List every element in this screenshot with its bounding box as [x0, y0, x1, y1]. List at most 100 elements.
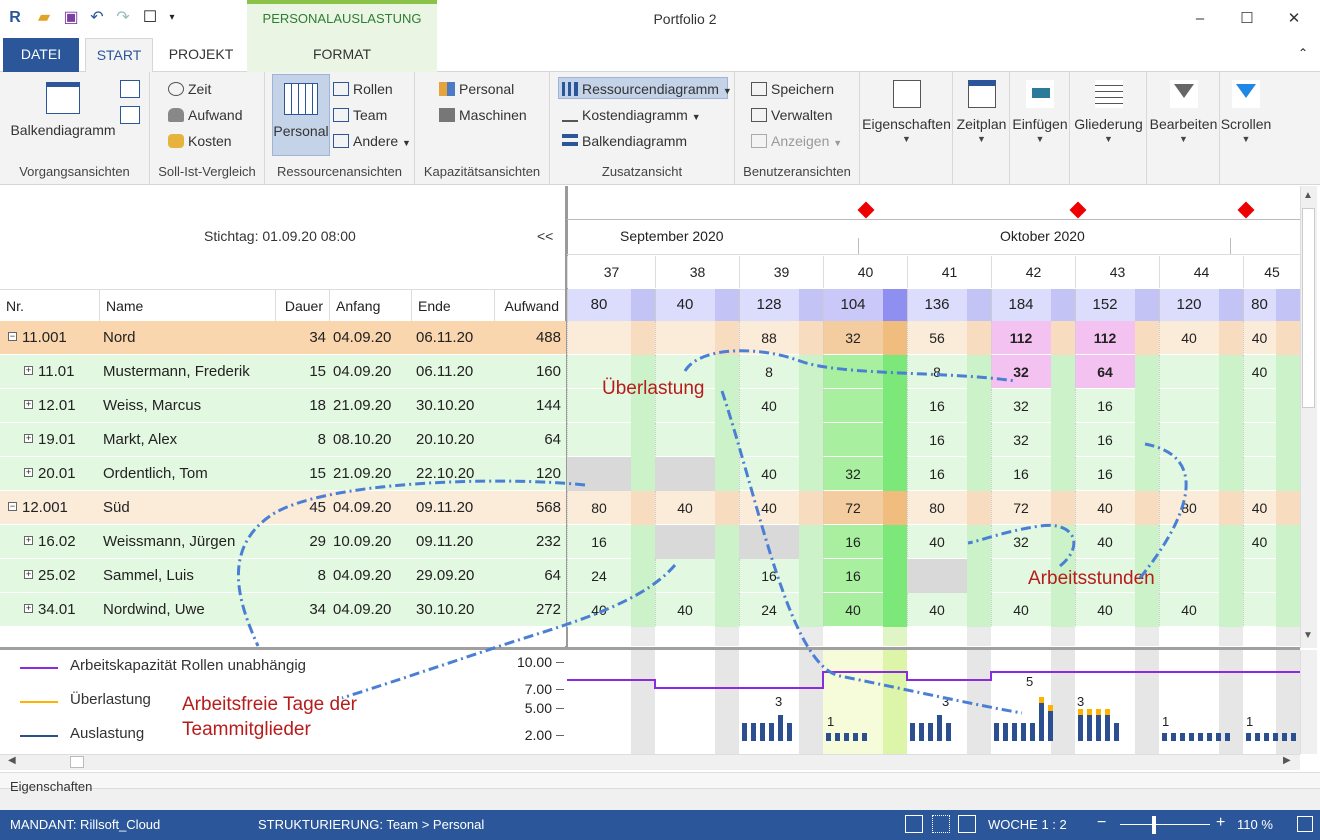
- undo-icon[interactable]: ↶: [90, 9, 104, 26]
- expand-toggle-icon[interactable]: +: [24, 433, 33, 443]
- zeit-button[interactable]: Zeit: [168, 78, 211, 100]
- scroll-thumb[interactable]: [1302, 208, 1315, 408]
- view-small-icon-2[interactable]: [120, 106, 140, 124]
- expand-toggle-icon[interactable]: +: [24, 603, 33, 613]
- zeitplan-button[interactable]: Zeitplan ▼: [953, 80, 1010, 144]
- zoom-out-button[interactable]: −: [1097, 814, 1107, 831]
- chart-scrollbar[interactable]: [1300, 650, 1317, 754]
- expand-toggle-icon[interactable]: +: [24, 535, 33, 545]
- weekend-cell: [715, 321, 739, 355]
- layout-icon-3[interactable]: [958, 815, 976, 833]
- chart-weekend-band: [1276, 650, 1300, 754]
- properties-bar: Eigenschaften: [0, 772, 1320, 810]
- outline-icon: [1094, 80, 1123, 108]
- time-value: 40: [929, 534, 945, 550]
- anzeigen-button[interactable]: Anzeigen ▼: [751, 130, 842, 152]
- scroll-left-icon[interactable]: ◀: [8, 755, 16, 766]
- collapse-button[interactable]: <<: [537, 228, 554, 244]
- zoom-slider-thumb[interactable]: [1152, 816, 1156, 834]
- kostendiagramm-button[interactable]: Kostendiagramm ▼: [562, 104, 701, 126]
- rollen-button[interactable]: Rollen: [333, 78, 393, 100]
- milestone-marker-1: [1069, 201, 1087, 219]
- scroll-down-icon[interactable]: ▼: [1303, 630, 1313, 641]
- expand-toggle-icon[interactable]: +: [24, 365, 33, 375]
- row-nr: 11.001: [22, 329, 67, 346]
- tab-format[interactable]: FORMAT: [247, 38, 437, 72]
- row-name: Nord: [103, 329, 136, 346]
- time-value: 40: [1251, 534, 1268, 550]
- line-chart-icon: [562, 108, 578, 122]
- table-row[interactable]: [0, 321, 566, 355]
- time-value: 40: [1097, 602, 1113, 618]
- table-row[interactable]: [0, 423, 566, 457]
- usage-bar: [751, 723, 756, 741]
- collapse-ribbon-icon[interactable]: ⌃: [1298, 46, 1309, 60]
- tab-start[interactable]: START: [85, 38, 153, 73]
- ressourcendiagramm-button[interactable]: Ressourcendiagramm ▼: [558, 77, 732, 99]
- time-value: 16: [929, 398, 945, 414]
- expand-toggle-icon[interactable]: +: [24, 399, 33, 409]
- balkendiagramm-button[interactable]: Balkendiagramm: [8, 82, 118, 138]
- col-dauer-header[interactable]: Dauer: [276, 289, 330, 321]
- kap-personal-button[interactable]: Personal: [439, 78, 514, 100]
- totals-weekend: [799, 289, 823, 321]
- save-icon[interactable]: ▣: [63, 9, 79, 26]
- table-row[interactable]: [0, 355, 566, 389]
- minimize-button[interactable]: –: [1195, 10, 1205, 27]
- col-aufwand-header[interactable]: Aufwand: [495, 289, 566, 321]
- zoom-slider-track[interactable]: [1120, 824, 1210, 825]
- col-anfang-header[interactable]: Anfang: [330, 289, 412, 321]
- collapse-toggle-icon[interactable]: −: [8, 501, 17, 511]
- status-bar: MANDANT: Rillsoft_Cloud STRUKTURIERUNG: …: [0, 810, 1320, 840]
- close-button[interactable]: ✕: [1287, 10, 1301, 27]
- redo-icon[interactable]: ↷: [116, 9, 130, 26]
- verwalten-button[interactable]: Verwalten: [751, 104, 832, 126]
- layout-icon-2[interactable]: [932, 815, 950, 833]
- maximize-button[interactable]: ☐: [1240, 10, 1254, 27]
- window-icon[interactable]: ☐: [142, 9, 158, 26]
- scrollen-button[interactable]: Scrollen ▼: [1220, 80, 1272, 144]
- scroll-up-icon[interactable]: ▲: [1303, 190, 1313, 201]
- row-anfang: 04.09.20: [333, 329, 392, 346]
- expand-toggle-icon[interactable]: +: [24, 569, 33, 579]
- tab-datei[interactable]: DATEI: [3, 38, 79, 72]
- maschinen-button[interactable]: Maschinen: [439, 104, 527, 126]
- chart-weekend-band: [1051, 650, 1075, 754]
- gliederung-button[interactable]: Gliederung ▼: [1070, 80, 1147, 144]
- window-title: Portfolio 2: [653, 11, 717, 27]
- maschinen-label: Maschinen: [459, 107, 527, 123]
- weekend-cell: [1219, 389, 1243, 423]
- tab-projekt[interactable]: PROJEKT: [168, 46, 234, 62]
- h-scroll-thumb[interactable]: [70, 756, 84, 768]
- speichern-button[interactable]: Speichern: [751, 78, 834, 100]
- qa-dropdown-icon[interactable]: ▾: [169, 12, 175, 23]
- zoom-in-button[interactable]: +: [1216, 814, 1226, 831]
- grid-splitter[interactable]: [565, 186, 568, 648]
- eigenschaften-button[interactable]: Eigenschaften ▼: [860, 80, 953, 144]
- row-ende: 06.11.20: [416, 329, 474, 346]
- usage-bar: [928, 723, 933, 741]
- open-icon[interactable]: ▰: [37, 9, 51, 26]
- zusatz-balkendiagramm-button[interactable]: Balkendiagramm: [562, 130, 687, 152]
- layout-icon-1[interactable]: [905, 815, 923, 833]
- status-corner-icon[interactable]: [1297, 816, 1313, 832]
- horizontal-scrollbar[interactable]: [0, 754, 1300, 770]
- bearbeiten-button[interactable]: Bearbeiten ▼: [1147, 80, 1220, 144]
- aufwand-button[interactable]: Aufwand: [168, 104, 242, 126]
- y-tick: [556, 708, 564, 709]
- table-row[interactable]: [0, 389, 566, 423]
- col-name-header[interactable]: Name: [100, 289, 276, 321]
- col-nr-header[interactable]: Nr.: [0, 289, 100, 321]
- personal-view-button[interactable]: Personal: [272, 74, 330, 156]
- einfuegen-button[interactable]: Einfügen ▼: [1010, 80, 1070, 144]
- col-ende-header[interactable]: Ende: [412, 289, 495, 321]
- time-value: [1159, 457, 1219, 491]
- weekend-band: [1135, 627, 1159, 646]
- scroll-right-icon[interactable]: ▶: [1283, 755, 1291, 766]
- team-button[interactable]: Team: [333, 104, 387, 126]
- expand-toggle-icon[interactable]: +: [24, 467, 33, 477]
- view-small-icon-1[interactable]: [120, 80, 140, 98]
- andere-button[interactable]: Andere ▼: [333, 130, 411, 152]
- kosten-button[interactable]: Kosten: [168, 130, 232, 152]
- collapse-toggle-icon[interactable]: −: [8, 331, 17, 341]
